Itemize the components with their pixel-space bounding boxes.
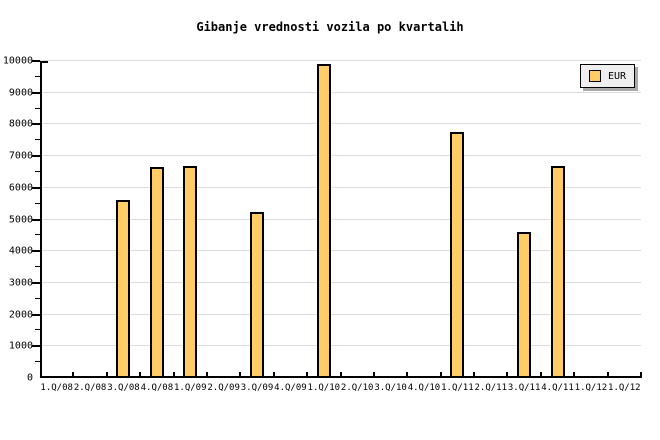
y-tick-label: 5000 [8,214,33,225]
x-tick [172,372,175,378]
y-major-tick [32,91,40,94]
y-tick-label: 2000 [8,309,33,321]
y-tick-label: 1000 [8,340,33,352]
plot-area [32,60,642,378]
legend-label: EUR [608,70,627,82]
chart-title: Gibanje vrednosti vozila po kvartalih [196,20,464,34]
x-axis-label: 2.Q/08 [73,383,107,393]
x-tick [239,372,242,378]
y-axis-line [40,61,42,378]
y-tick-label: 4000 [8,245,33,257]
y-major-tick [32,123,40,126]
x-axis-line [40,376,641,378]
bar [316,64,331,378]
y-major-tick [32,186,40,189]
y-minor-tick [35,139,40,141]
y-minor-tick [35,329,40,331]
y-tick-label: 9000 [8,87,33,99]
y-gridline [40,250,641,252]
x-axis-label: 2.Q/11 [474,383,508,393]
x-axis-labels: 1.Q/08 2.Q/08 3.Q/08 4.Q/08 1.Q/09 2.Q/09 3.Q/… [40,383,641,397]
bar [517,232,532,378]
x-axis-label: 1.Q/08 [40,383,73,393]
y-gridline [40,123,641,125]
y-major-tick [32,218,40,221]
x-tick [306,372,309,378]
x-axis-label: 1.Q/09 [173,383,207,393]
bar [149,167,164,378]
bar [250,211,265,378]
x-tick [473,372,476,378]
y-minor-tick [35,202,40,204]
x-tick [339,372,342,378]
y-gridline [40,281,641,283]
x-axis-label: 4.Q/10 [407,383,441,393]
y-major-tick [32,60,40,62]
x-axis-label: 1.Q/12 [608,383,641,393]
bar [116,200,131,378]
x-tick [272,372,275,378]
y-minor-tick [35,107,40,109]
y-tick-label: 8000 [8,118,33,130]
x-axis-label: 4.Q/09 [274,383,307,393]
x-tick [139,372,142,378]
y-tick-label: 3000 [8,277,33,289]
x-tick [640,372,642,378]
y-gridline [40,186,641,188]
y-minor-tick [35,266,40,268]
x-axis-label: 2.Q/09 [207,383,240,393]
x-axis-label: 4.Q/08 [140,383,174,393]
y-minor-tick [35,361,40,363]
y-tick-label: 7000 [8,150,33,162]
x-tick [506,372,509,378]
x-tick [406,372,409,378]
y-tick-label: 6000 [8,182,33,194]
y-minor-tick [35,234,40,236]
y-gridline [40,91,641,93]
y-major-tick [32,155,40,158]
y-tick-label: 0 [26,372,33,384]
bar [550,165,565,378]
y-axis-top-cap [40,61,48,63]
x-tick [573,372,576,378]
y-major-tick [32,250,40,253]
x-tick [539,372,542,378]
x-axis-label: 1.Q/10 [307,383,341,393]
y-gridline [40,313,641,315]
y-tick-label: 10000 [2,55,33,67]
y-gridline [40,155,641,157]
bar [450,132,465,378]
x-axis-label: 2.Q/10 [340,383,374,393]
x-axis-label: 3.Q/08 [107,383,140,393]
x-tick [439,372,442,378]
x-tick [205,372,208,378]
y-major-tick [32,281,40,284]
x-axis-label: 1.Q/11 [441,383,474,393]
y-minor-tick [35,297,40,299]
x-axis-label: 4.Q/11 [541,383,574,393]
y-major-tick [32,345,40,348]
x-axis-label: 3.Q/09 [240,383,274,393]
y-gridline [40,60,641,61]
legend: EUR [580,64,636,88]
x-axis-label: 1.Q/12 [574,383,608,393]
y-gridline [40,345,641,347]
legend-swatch-eur [589,70,601,82]
x-axis-label: 3.Q/11 [507,383,541,393]
x-tick [105,372,108,378]
x-tick [72,372,75,378]
bar [183,165,198,378]
y-major-tick [32,313,40,316]
x-tick [372,372,375,378]
y-minor-tick [35,75,40,77]
y-minor-tick [35,170,40,172]
x-tick [606,372,609,378]
x-axis-label: 3.Q/10 [374,383,407,393]
y-axis-labels: 0 1000 2000 3000 4000 5000 6000 7000 8000 9000 100… [0,56,33,384]
y-gridline [40,218,641,220]
